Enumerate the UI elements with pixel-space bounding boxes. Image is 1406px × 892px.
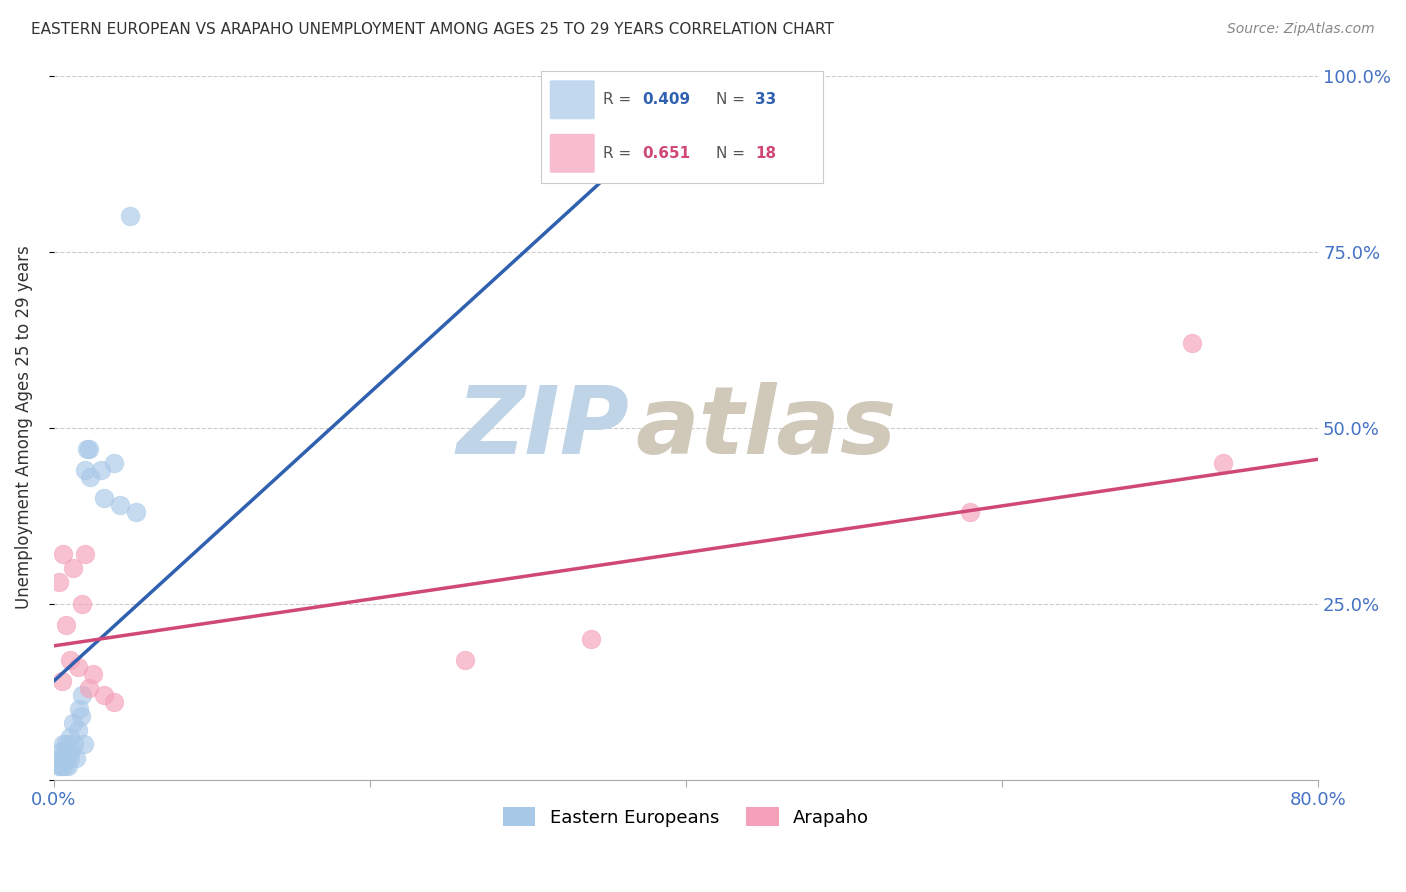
Point xyxy=(59,751,82,765)
Point xyxy=(51,758,73,772)
Point xyxy=(60,744,83,758)
Text: N =: N = xyxy=(716,145,749,161)
Point xyxy=(69,709,91,723)
Point xyxy=(72,688,94,702)
Text: 33: 33 xyxy=(755,92,776,107)
Legend: Eastern Europeans, Arapaho: Eastern Europeans, Arapaho xyxy=(495,800,876,834)
Point xyxy=(65,751,87,765)
Text: 18: 18 xyxy=(755,145,776,161)
Point xyxy=(55,617,77,632)
Text: ZIP: ZIP xyxy=(456,382,628,474)
Point xyxy=(73,738,96,752)
Point xyxy=(49,758,72,772)
Point xyxy=(59,731,82,745)
Text: atlas: atlas xyxy=(636,382,897,474)
FancyBboxPatch shape xyxy=(550,134,595,173)
Point xyxy=(93,491,115,505)
Text: EASTERN EUROPEAN VS ARAPAHO UNEMPLOYMENT AMONG AGES 25 TO 29 YEARS CORRELATION C: EASTERN EUROPEAN VS ARAPAHO UNEMPLOYMENT… xyxy=(31,22,834,37)
Point xyxy=(66,660,89,674)
Point xyxy=(72,597,94,611)
Point xyxy=(77,442,100,456)
Point xyxy=(62,561,84,575)
Point xyxy=(103,456,125,470)
Text: Source: ZipAtlas.com: Source: ZipAtlas.com xyxy=(1227,22,1375,37)
Point xyxy=(76,442,98,456)
Point xyxy=(579,632,602,646)
Point xyxy=(66,723,89,738)
Point xyxy=(82,667,104,681)
Point xyxy=(1181,336,1204,351)
Point xyxy=(75,547,97,561)
Point xyxy=(125,505,148,519)
FancyBboxPatch shape xyxy=(550,80,595,120)
Point xyxy=(51,744,73,758)
Point xyxy=(108,498,131,512)
Text: 0.409: 0.409 xyxy=(643,92,690,107)
Point xyxy=(52,738,75,752)
Point xyxy=(48,575,70,590)
Point xyxy=(454,653,477,667)
Point xyxy=(56,758,79,772)
Y-axis label: Unemployment Among Ages 25 to 29 years: Unemployment Among Ages 25 to 29 years xyxy=(15,245,32,609)
Point xyxy=(59,653,82,667)
Point xyxy=(93,688,115,702)
Point xyxy=(79,470,101,484)
Point xyxy=(53,744,76,758)
Text: R =: R = xyxy=(603,145,641,161)
Point xyxy=(52,547,75,561)
Point xyxy=(63,738,86,752)
Point xyxy=(1212,456,1234,470)
Point xyxy=(53,758,76,772)
Point xyxy=(55,751,77,765)
Point xyxy=(48,758,70,772)
Text: R =: R = xyxy=(603,92,637,107)
Point xyxy=(55,738,77,752)
Point xyxy=(959,505,981,519)
Point xyxy=(77,681,100,695)
Point xyxy=(67,702,90,716)
Point xyxy=(90,463,112,477)
Text: 0.651: 0.651 xyxy=(643,145,690,161)
Point xyxy=(103,695,125,709)
Point xyxy=(49,751,72,765)
Point xyxy=(51,673,73,688)
Point xyxy=(75,463,97,477)
Text: N =: N = xyxy=(716,92,749,107)
Point xyxy=(52,751,75,765)
Point xyxy=(62,716,84,731)
Point xyxy=(118,210,141,224)
